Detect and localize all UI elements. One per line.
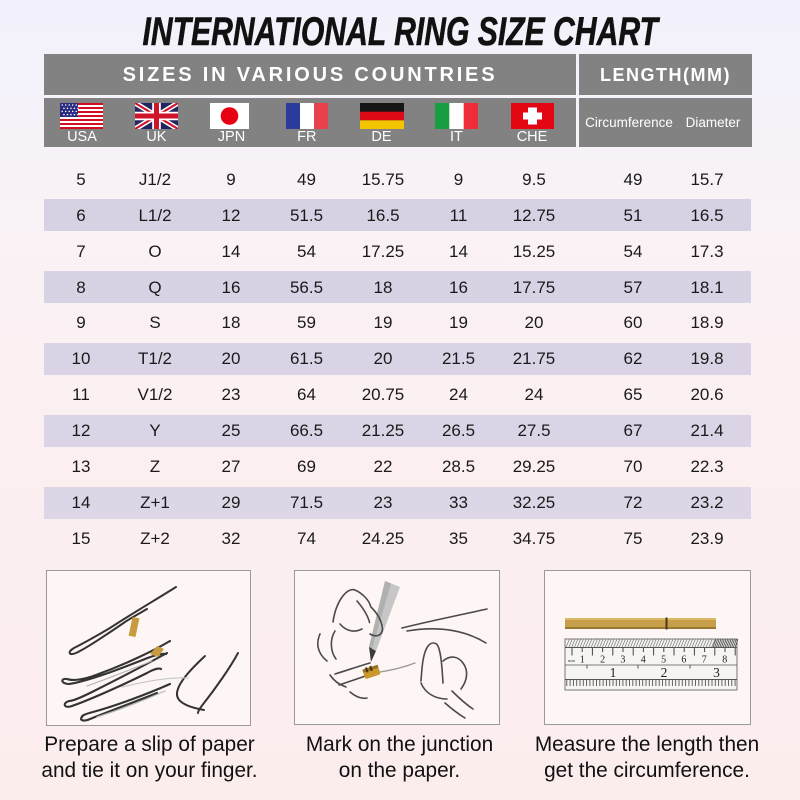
svg-text:7: 7	[702, 655, 707, 666]
svg-text:1: 1	[610, 665, 617, 680]
svg-text:2: 2	[600, 655, 605, 666]
svg-text:4: 4	[641, 655, 646, 666]
svg-text:3: 3	[713, 665, 720, 680]
svg-text:2: 2	[661, 665, 668, 680]
svg-text:mm: mm	[568, 658, 576, 663]
svg-text:6: 6	[681, 655, 686, 666]
svg-text:1: 1	[580, 655, 585, 666]
svg-text:5: 5	[661, 655, 666, 666]
svg-text:3: 3	[620, 655, 625, 666]
svg-text:8: 8	[722, 655, 727, 666]
